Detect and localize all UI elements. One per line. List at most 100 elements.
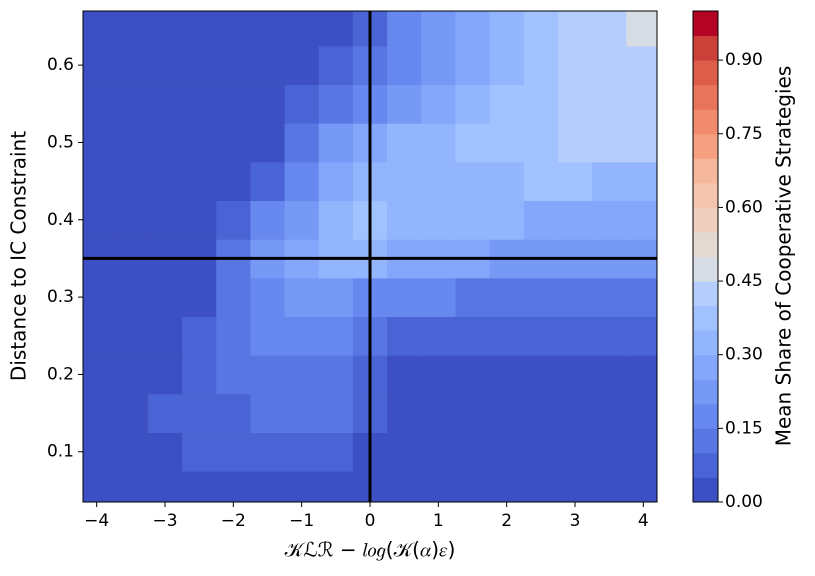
contour-cell (83, 471, 115, 502)
colorbar-band (693, 379, 718, 405)
contour-cell (421, 11, 457, 47)
x-tick-label: −4 (84, 511, 109, 531)
contour-cell (489, 471, 525, 502)
contour-cell (592, 123, 627, 163)
contour-cell (250, 355, 286, 395)
contour-cell (421, 393, 457, 434)
x-tick-label: −2 (221, 511, 246, 531)
contour-cell (421, 123, 457, 163)
contour-cell (216, 393, 252, 434)
contour-cell (216, 432, 252, 472)
colorbar-band (693, 452, 718, 478)
contour-cell (113, 277, 149, 318)
contour-cell (318, 84, 354, 124)
contour-cell (284, 45, 320, 86)
contour-cell (489, 45, 525, 86)
contour-cell (523, 316, 559, 356)
contour-cell (216, 277, 252, 318)
contour-cell (83, 84, 115, 124)
contour-cell (250, 11, 286, 47)
contour-cell (626, 161, 657, 202)
contour-cell (592, 11, 627, 47)
colorbar-band (693, 256, 718, 282)
contour-cell (182, 277, 217, 318)
contour-cell (387, 123, 422, 163)
contour-cell (557, 432, 593, 472)
contour-cell (421, 277, 457, 318)
contour-cell (489, 11, 525, 47)
contour-cell (557, 471, 593, 502)
contour-cell (147, 161, 183, 202)
contour-cell (318, 471, 354, 502)
contour-cell (182, 393, 217, 434)
contour-cell (421, 471, 457, 502)
colorbar-band (693, 158, 718, 184)
colorbar-band (693, 330, 718, 356)
contour-cell (557, 84, 593, 124)
y-tick-label: 0.4 (47, 210, 74, 230)
contour-cell (455, 355, 491, 395)
contour-cell (83, 200, 115, 240)
contour-cell (113, 471, 149, 502)
contour-cell (113, 432, 149, 472)
contour-cell (387, 200, 422, 240)
y-axis-label: Distance to IC Constraint (7, 131, 31, 381)
contour-cell (284, 11, 320, 47)
contour-cell (284, 355, 320, 395)
contour-cell (113, 123, 149, 163)
contour-cell (83, 161, 115, 202)
contour-cell (489, 393, 525, 434)
contour-cell (387, 471, 422, 502)
contour-cell (387, 161, 422, 202)
contour-cell (284, 277, 320, 318)
y-tick-label: 0.6 (47, 55, 74, 75)
contour-cell (523, 393, 559, 434)
contour-cell (216, 316, 252, 356)
y-tick-label: 0.3 (47, 287, 74, 307)
colorbar-band (693, 182, 718, 208)
contour-cell (147, 432, 183, 472)
colorbar-band (693, 354, 718, 380)
contour-cell (421, 161, 457, 202)
colorbar-label: Mean Share of Cooperative Strategies (772, 66, 796, 447)
contour-cell (250, 161, 286, 202)
contour-cell (83, 11, 115, 47)
colorbar-band (693, 477, 718, 503)
x-tick-label: 2 (501, 511, 512, 531)
y-tick-label: 0.2 (47, 364, 74, 384)
y-tick-label: 0.1 (47, 442, 74, 462)
contour-cell (284, 316, 320, 356)
contour-cell (626, 200, 657, 240)
contour-cell (284, 84, 320, 124)
colorbar-tick-label: 0.90 (725, 50, 763, 70)
colorbar-band (693, 133, 718, 159)
contour-cell (216, 84, 252, 124)
contour-cell (113, 200, 149, 240)
contour-cell (523, 432, 559, 472)
contour-cell (626, 84, 657, 124)
colorbar-frame (692, 10, 719, 503)
contour-cell (523, 11, 559, 47)
colorbar-band (693, 428, 718, 454)
contour-cell (182, 123, 217, 163)
colorbar-band (693, 207, 718, 233)
contour-cell (250, 316, 286, 356)
contour-cell (387, 316, 422, 356)
contour-cell (387, 45, 422, 86)
contour-cell (421, 84, 457, 124)
contour-cell (455, 45, 491, 86)
contour-cell (455, 11, 491, 47)
colorbar-band (693, 305, 718, 331)
contour-cell (421, 200, 457, 240)
contour-cell (387, 84, 422, 124)
contour-cell (147, 11, 183, 47)
contour-cell (318, 161, 354, 202)
contour-cell (318, 45, 354, 86)
contour-cell (523, 84, 559, 124)
contour-cell (216, 471, 252, 502)
contour-cell (250, 432, 286, 472)
contour-cell (387, 393, 422, 434)
contour-cell (182, 355, 217, 395)
contour-cell (489, 161, 525, 202)
contour-cell (592, 277, 627, 318)
